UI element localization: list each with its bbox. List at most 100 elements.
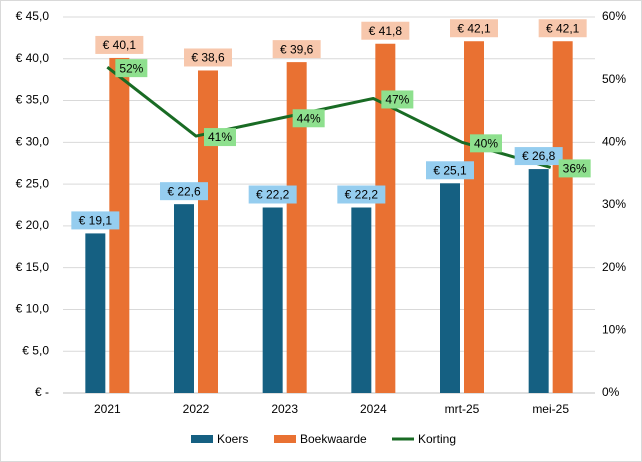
data-label-boekwaarde-box [272,40,321,59]
data-label-koers-box [337,185,386,204]
data-label-boekwaarde: € 42,1 [538,19,587,38]
data-label-boekwaarde-text: € 42,1 [546,21,580,35]
data-label-korting-text: 47% [385,93,409,107]
legend-item-korting: Korting [392,432,456,446]
y-left-tick-label: € 25,0 [16,176,50,190]
bar-koers [262,207,283,393]
data-label-koers: € 22,2 [337,185,386,204]
data-label-boekwaarde-text: € 41,8 [369,24,403,38]
data-label-koers-box [248,185,297,204]
bar-boekwaarde [198,70,218,393]
data-label-boekwaarde-text: € 38,6 [191,51,225,65]
bar-koers [85,233,106,393]
y-left-tick-label: € 15,0 [16,260,50,274]
data-label-koers-box [160,182,208,201]
data-label-korting-text: 40% [474,137,498,151]
bar-boekwaarde [552,41,573,393]
y-left-tick-label: € 30,0 [16,135,50,149]
data-label-koers-text: € 22,6 [167,184,201,198]
data-label-korting: 36% [558,159,591,178]
data-label-koers-box [514,147,563,166]
data-label-koers-text: € 25,1 [433,163,467,177]
data-label-korting-box [558,159,591,178]
y-left-tick-label: € 40,0 [16,51,50,65]
x-tick-label: mrt-25 [445,402,480,416]
data-label-boekwaarde: € 41,8 [361,21,410,40]
y-left-tick-label: € 35,0 [16,93,50,107]
y-right-tick-label: 50% [602,72,626,86]
data-label-korting: 41% [204,128,236,147]
y-left-tick-label: € 10,0 [16,302,50,316]
data-label-boekwaarde: € 40,1 [95,35,144,54]
data-label-koers: € 26,8 [514,147,563,166]
data-label-koers: € 25,1 [426,161,474,180]
data-label-korting: 44% [292,109,325,128]
bar-boekwaarde [375,43,396,393]
legend-item-koers: Koers [191,432,248,446]
y-left-tick-label: € 20,0 [16,218,50,232]
data-label-korting-box [115,59,148,78]
data-label-koers-text: € 22,2 [256,188,290,202]
bar-koers [528,169,549,393]
data-label-boekwaarde: € 39,6 [272,40,321,59]
line-korting [106,65,552,169]
y-right-tick-label: 60% [602,9,626,23]
data-label-korting-box [381,90,414,109]
data-label-korting-text: 41% [208,130,232,144]
data-label-koers-text: € 26,8 [522,149,556,163]
y-right-tick-label: 10% [602,323,626,337]
data-label-boekwaarde-box [95,35,144,54]
line-series [106,65,552,169]
data-label-korting-text: 52% [119,61,143,75]
y-right-tick-label: 40% [602,135,626,149]
legend-label: Koers [217,432,248,446]
axes: € - € 5,0 € 10,0 € 15,0 € 20,0 € 25,0 € 30,0 € … [16,9,627,416]
data-label-koers-text: € 22,2 [345,188,379,202]
x-tick-label: 2021 [94,402,121,416]
x-tick-label: 2023 [271,402,298,416]
legend-label: Boekwaarde [300,432,367,446]
y-right-tick-label: 20% [602,260,626,274]
x-tick-label: 2024 [360,402,387,416]
data-label-korting: 47% [381,90,414,109]
y-left-tick-label: € 45,0 [16,9,50,23]
data-label-korting: 40% [470,134,502,153]
bar-koers [174,204,194,393]
bar-boekwaarde [109,57,130,393]
y-left-tick-label: € 5,0 [22,343,49,357]
y-right-tick-label: 30% [602,197,626,211]
data-label-boekwaarde-text: € 42,1 [457,21,491,35]
y-right-tick-label: 0% [602,385,620,399]
data-label-koers-box [426,161,474,180]
data-label-boekwaarde-text: € 40,1 [103,38,137,52]
data-label-boekwaarde-box [450,19,498,38]
legend: Koers Boekwaarde Korting [191,432,456,446]
bar-boekwaarde [464,41,484,393]
data-label-boekwaarde-text: € 39,6 [280,42,314,56]
y-left-tick-label: € - [35,385,49,399]
bar-koers [440,183,460,393]
data-label-korting-box [470,134,502,153]
data-label-boekwaarde-box [361,21,410,40]
data-label-boekwaarde: € 42,1 [450,19,498,38]
data-label-korting-box [292,109,325,128]
data-labels: € 19,1 € 40,1 € 22,6 € 38,6 € 22,2 € 39,6 € 22… [71,19,591,230]
data-label-boekwaarde-box [184,48,232,67]
x-tick-label: mei-25 [532,402,569,416]
legend-label: Korting [418,432,456,446]
bar-boekwaarde [286,62,307,394]
data-label-koers: € 19,1 [71,211,120,230]
data-label-korting: 52% [115,59,148,78]
legend-swatch [274,435,296,443]
bar-koers [351,207,372,393]
data-label-koers: € 22,6 [160,182,208,201]
legend-swatch [191,435,213,443]
legend-item-boekwaarde: Boekwaarde [274,432,367,446]
data-label-korting-box [204,128,236,147]
data-label-koers-box [71,211,120,230]
data-label-koers-text: € 19,1 [79,214,113,228]
data-label-koers: € 22,2 [248,185,297,204]
data-label-korting-text: 36% [563,162,587,176]
